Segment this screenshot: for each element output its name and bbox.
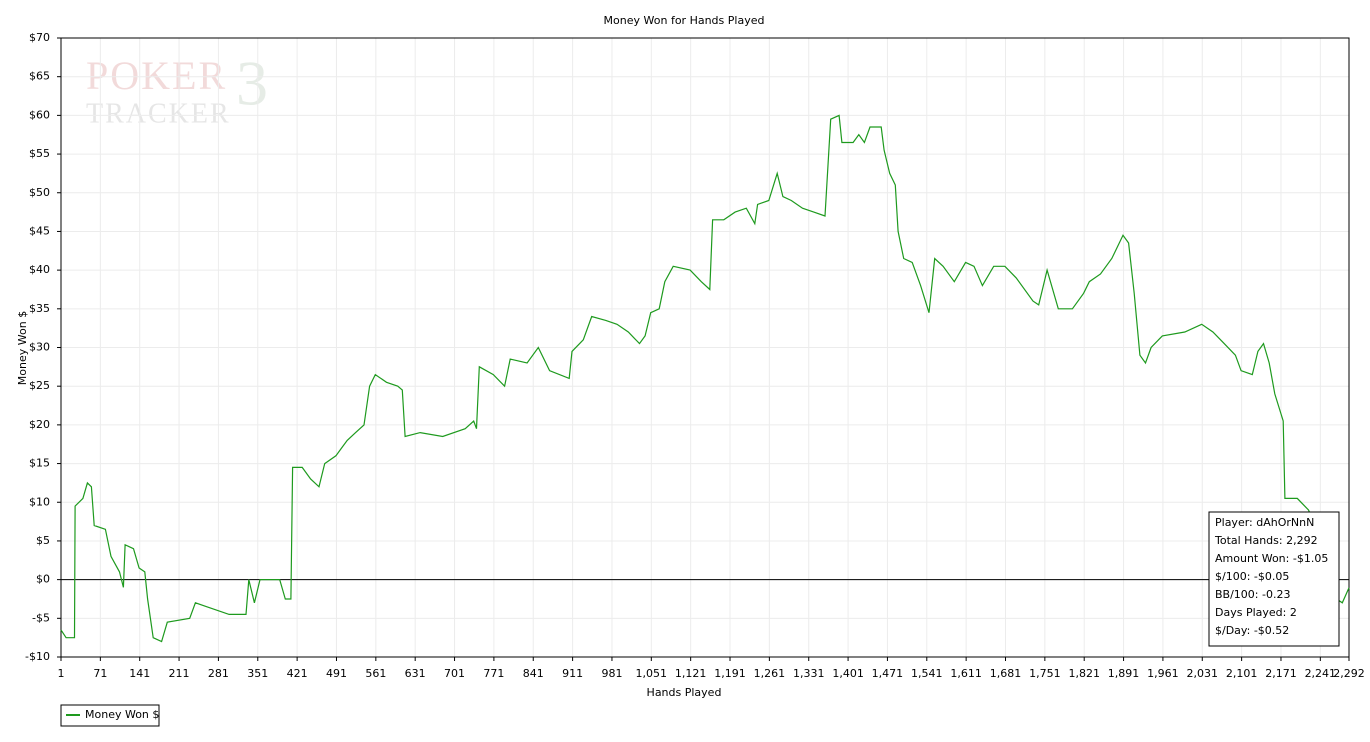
info-text: BB/100: -0.23 <box>1215 588 1290 601</box>
x-tick-label: 1,051 <box>636 667 668 680</box>
x-tick-label: 1,821 <box>1068 667 1100 680</box>
y-tick-label: $45 <box>29 224 50 237</box>
y-tick-label: -$5 <box>32 611 50 624</box>
watermark: TRACKER <box>86 98 231 129</box>
info-text: $/100: -$0.05 <box>1215 570 1289 583</box>
x-axis-label: Hands Played <box>647 686 722 699</box>
x-tick-label: 1,541 <box>911 667 943 680</box>
x-tick-label: 1,121 <box>675 667 707 680</box>
watermark: 3 <box>236 48 270 119</box>
x-tick-label: 1,891 <box>1108 667 1140 680</box>
x-tick-label: 981 <box>601 667 622 680</box>
y-tick-label: $55 <box>29 147 50 160</box>
x-tick-label: 1,611 <box>950 667 982 680</box>
x-tick-label: 2,031 <box>1187 667 1219 680</box>
plot-area <box>60 37 1350 658</box>
series-line <box>60 114 1350 643</box>
y-tick-label: $5 <box>36 534 50 547</box>
y-tick-label: $20 <box>29 418 50 431</box>
x-tick-label: 1,471 <box>872 667 904 680</box>
y-tick-label: $30 <box>29 341 50 354</box>
x-tick-label: 2,171 <box>1265 667 1297 680</box>
y-tick-label: $35 <box>29 302 50 315</box>
info-text: Total Hands: 2,292 <box>1214 534 1318 547</box>
x-tick-label: 841 <box>523 667 544 680</box>
info-text: Days Played: 2 <box>1215 606 1297 619</box>
y-axis-label: Money Won $ <box>16 311 29 385</box>
y-tick-label: $25 <box>29 379 50 392</box>
x-tick-label: 71 <box>93 667 107 680</box>
x-tick-label: 911 <box>562 667 583 680</box>
info-text: Player: dAhOrNnN <box>1215 516 1314 529</box>
legend-box <box>60 704 160 727</box>
x-tick-label: 1,401 <box>832 667 864 680</box>
x-tick-label: 421 <box>287 667 308 680</box>
x-tick-label: 1,751 <box>1029 667 1061 680</box>
x-tick-label: 1,261 <box>754 667 786 680</box>
watermark: POKER <box>86 53 227 98</box>
x-tick-label: 561 <box>365 667 386 680</box>
x-tick-label: 631 <box>405 667 426 680</box>
y-tick-label: $10 <box>29 495 50 508</box>
y-tick-label: $15 <box>29 457 50 470</box>
x-tick-label: 1 <box>58 667 65 680</box>
x-tick-label: 701 <box>444 667 465 680</box>
x-tick-label: 2,292 <box>1333 667 1365 680</box>
y-tick-label: $0 <box>36 573 50 586</box>
info-text: $/Day: -$0.52 <box>1215 624 1289 637</box>
x-tick-label: 491 <box>326 667 347 680</box>
x-tick-label: 771 <box>483 667 504 680</box>
x-tick-label: 1,331 <box>793 667 825 680</box>
y-tick-label: $65 <box>29 70 50 83</box>
x-tick-label: 1,681 <box>990 667 1022 680</box>
info-text: Amount Won: -$1.05 <box>1215 552 1328 565</box>
x-tick-label: 1,191 <box>714 667 746 680</box>
x-tick-label: 211 <box>169 667 190 680</box>
legend-label: Money Won $ <box>85 708 159 721</box>
x-tick-label: 141 <box>129 667 150 680</box>
y-tick-label: $60 <box>29 108 50 121</box>
y-tick-label: $50 <box>29 186 50 199</box>
y-tick-label: $70 <box>29 31 50 44</box>
x-tick-label: 2,101 <box>1226 667 1258 680</box>
y-tick-label: -$10 <box>25 650 50 663</box>
x-tick-label: 351 <box>247 667 268 680</box>
x-tick-label: 1,961 <box>1147 667 1179 680</box>
y-tick-label: $40 <box>29 263 50 276</box>
chart-title: Money Won for Hands Played <box>604 14 765 27</box>
x-tick-label: 2,241 <box>1305 667 1337 680</box>
info-box <box>1208 511 1340 647</box>
x-tick-label: 281 <box>208 667 229 680</box>
